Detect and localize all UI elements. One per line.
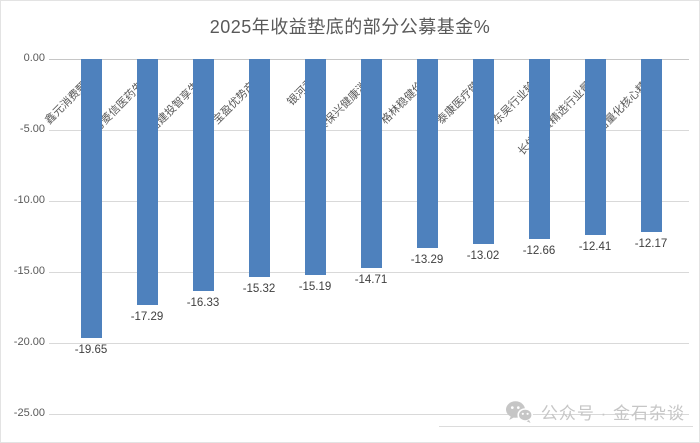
bar — [361, 59, 382, 268]
bar-value-label: -13.02 — [466, 250, 500, 262]
footer-account-label: 公众号 · 金石杂谈 — [540, 404, 685, 423]
bar-value-label: -14.71 — [354, 274, 388, 286]
bar — [417, 59, 438, 248]
gridline — [49, 272, 689, 273]
bar-value-label: -12.66 — [522, 245, 556, 257]
chart-title: 2025年收益垫底的部分公募基金% — [209, 17, 491, 37]
bar — [81, 59, 102, 338]
footer-underline — [439, 426, 693, 427]
bar — [529, 59, 550, 239]
y-axis-tick-label: -15.00 — [13, 265, 45, 277]
bar-value-label: -19.65 — [74, 344, 108, 356]
gridline — [49, 414, 689, 415]
bar — [473, 59, 494, 244]
footer-watermark: 公众号 · 金石杂谈 — [505, 399, 685, 424]
y-axis-tick-label: -25.00 — [13, 407, 45, 419]
gridline — [49, 343, 689, 344]
wechat-icon — [505, 400, 533, 424]
y-axis-tick-label: -5.00 — [19, 123, 45, 135]
bar-value-label: -12.41 — [578, 241, 612, 253]
bar-value-label: -15.19 — [298, 281, 332, 293]
bar — [193, 59, 214, 291]
bar — [585, 59, 606, 235]
y-axis-tick-label: -10.00 — [13, 194, 45, 206]
bar-value-label: -13.29 — [410, 254, 444, 266]
bar-value-label: -15.32 — [242, 283, 276, 295]
y-axis-tick-label: -20.00 — [13, 336, 45, 348]
bar — [305, 59, 326, 275]
bar-value-label: -16.33 — [186, 297, 220, 309]
bar — [641, 59, 662, 232]
bar-value-label: -12.17 — [634, 238, 668, 250]
bar-value-label: -17.29 — [130, 311, 164, 323]
y-axis-tick-label: 0.00 — [23, 52, 45, 64]
bar — [137, 59, 158, 305]
bar — [249, 59, 270, 277]
